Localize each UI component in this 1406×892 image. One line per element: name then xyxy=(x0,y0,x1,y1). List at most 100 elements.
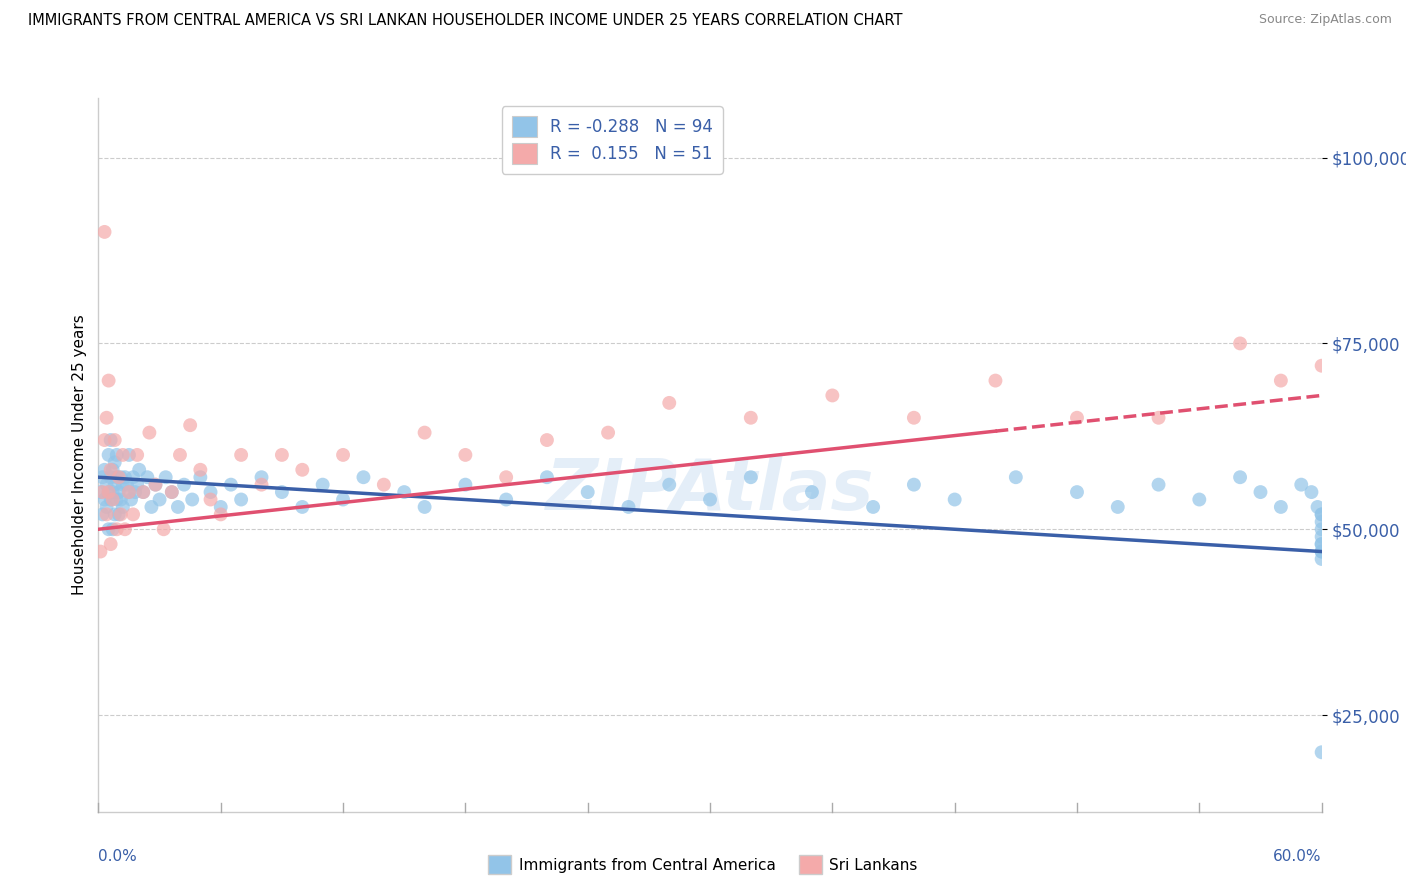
Point xyxy=(821,388,844,402)
Point xyxy=(105,522,128,536)
Point xyxy=(89,544,111,558)
Point xyxy=(1310,745,1333,759)
Point xyxy=(111,448,134,462)
Point xyxy=(1229,470,1251,484)
Point xyxy=(862,500,884,514)
Point xyxy=(495,492,517,507)
Point xyxy=(495,470,517,484)
Point xyxy=(312,477,335,491)
Point xyxy=(124,485,146,500)
Point xyxy=(108,508,131,522)
Point xyxy=(104,455,127,469)
Point xyxy=(209,500,232,514)
Point xyxy=(91,508,114,522)
Point xyxy=(118,485,141,500)
Point xyxy=(1066,410,1088,425)
Point xyxy=(454,448,477,462)
Point xyxy=(231,448,253,462)
Point xyxy=(105,448,128,462)
Point xyxy=(1147,410,1170,425)
Point xyxy=(97,485,120,500)
Point xyxy=(127,477,149,491)
Point xyxy=(1310,552,1333,566)
Point xyxy=(127,448,149,462)
Point xyxy=(96,500,118,514)
Text: ZIPAtlas: ZIPAtlas xyxy=(546,456,875,525)
Point xyxy=(96,410,118,425)
Point xyxy=(108,485,131,500)
Point xyxy=(138,425,160,440)
Point xyxy=(97,485,120,500)
Point xyxy=(1310,530,1333,544)
Point xyxy=(1310,522,1333,536)
Point xyxy=(1310,537,1333,551)
Point xyxy=(96,477,118,491)
Point xyxy=(128,463,150,477)
Point xyxy=(291,500,314,514)
Point xyxy=(352,470,374,484)
Point xyxy=(250,470,273,484)
Point xyxy=(1107,500,1129,514)
Point xyxy=(1270,500,1292,514)
Point xyxy=(141,500,163,514)
Point xyxy=(108,470,131,484)
Point xyxy=(1291,477,1313,491)
Point xyxy=(332,448,354,462)
Point xyxy=(984,374,1007,388)
Point xyxy=(122,508,145,522)
Point xyxy=(1270,374,1292,388)
Point xyxy=(101,492,124,507)
Point xyxy=(231,492,253,507)
Point xyxy=(101,485,124,500)
Point xyxy=(219,477,242,491)
Point xyxy=(132,485,155,500)
Point xyxy=(332,492,354,507)
Text: IMMIGRANTS FROM CENTRAL AMERICA VS SRI LANKAN HOUSEHOLDER INCOME UNDER 25 YEARS : IMMIGRANTS FROM CENTRAL AMERICA VS SRI L… xyxy=(28,13,903,29)
Point xyxy=(105,470,128,484)
Point xyxy=(136,470,159,484)
Point xyxy=(903,477,925,491)
Point xyxy=(1310,544,1333,558)
Point xyxy=(101,522,124,536)
Point xyxy=(1310,544,1333,558)
Point xyxy=(536,433,558,447)
Text: 60.0%: 60.0% xyxy=(1274,849,1322,863)
Text: 0.0%: 0.0% xyxy=(98,849,138,863)
Point xyxy=(105,492,128,507)
Point xyxy=(118,485,141,500)
Point xyxy=(291,463,314,477)
Point xyxy=(801,485,824,500)
Point xyxy=(1306,500,1329,514)
Point xyxy=(132,485,155,500)
Point xyxy=(740,470,762,484)
Point xyxy=(1188,492,1211,507)
Point xyxy=(145,477,167,491)
Point xyxy=(1310,359,1333,373)
Point xyxy=(152,522,174,536)
Point xyxy=(270,448,294,462)
Point xyxy=(100,463,122,477)
Point xyxy=(699,492,721,507)
Point xyxy=(658,396,681,410)
Point xyxy=(104,477,127,491)
Point xyxy=(1066,485,1088,500)
Point xyxy=(209,508,232,522)
Point xyxy=(1249,485,1271,500)
Point xyxy=(110,492,132,507)
Point xyxy=(373,477,395,491)
Point xyxy=(658,477,681,491)
Point xyxy=(943,492,966,507)
Point xyxy=(740,410,762,425)
Point xyxy=(270,485,294,500)
Point xyxy=(96,508,118,522)
Point xyxy=(188,470,212,484)
Point xyxy=(903,410,925,425)
Point xyxy=(110,508,132,522)
Point xyxy=(181,492,204,507)
Point xyxy=(454,477,477,491)
Point xyxy=(97,522,120,536)
Point xyxy=(110,470,132,484)
Point xyxy=(160,485,183,500)
Point xyxy=(118,448,141,462)
Point xyxy=(97,448,120,462)
